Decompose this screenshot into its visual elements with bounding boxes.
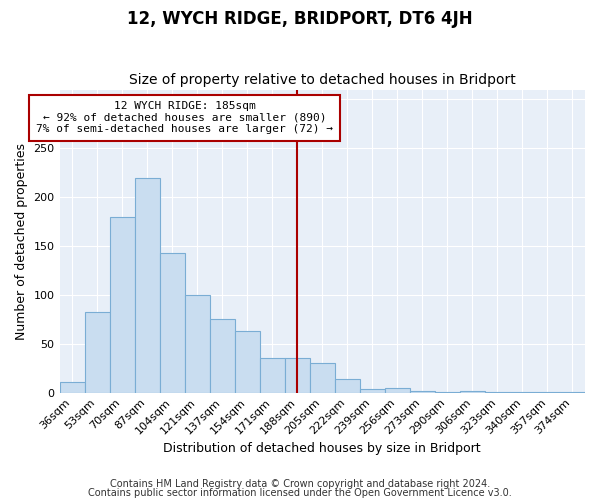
- Bar: [310, 364, 335, 392]
- Bar: [85, 312, 110, 392]
- Text: Contains HM Land Registry data © Crown copyright and database right 2024.: Contains HM Land Registry data © Crown c…: [110, 479, 490, 489]
- Text: Contains public sector information licensed under the Open Government Licence v3: Contains public sector information licen…: [88, 488, 512, 498]
- Bar: [110, 216, 134, 392]
- Bar: [134, 178, 160, 392]
- Title: Size of property relative to detached houses in Bridport: Size of property relative to detached ho…: [129, 73, 515, 87]
- Bar: [260, 358, 285, 392]
- Bar: [460, 390, 485, 392]
- Bar: [360, 388, 385, 392]
- Bar: [160, 253, 185, 392]
- Bar: [410, 390, 435, 392]
- Bar: [335, 379, 360, 392]
- Text: 12, WYCH RIDGE, BRIDPORT, DT6 4JH: 12, WYCH RIDGE, BRIDPORT, DT6 4JH: [127, 10, 473, 28]
- Bar: [235, 331, 260, 392]
- Bar: [209, 320, 235, 392]
- Bar: [59, 382, 85, 392]
- Bar: [285, 358, 310, 392]
- Y-axis label: Number of detached properties: Number of detached properties: [15, 142, 28, 340]
- X-axis label: Distribution of detached houses by size in Bridport: Distribution of detached houses by size …: [163, 442, 481, 455]
- Bar: [185, 295, 209, 392]
- Text: 12 WYCH RIDGE: 185sqm
← 92% of detached houses are smaller (890)
7% of semi-deta: 12 WYCH RIDGE: 185sqm ← 92% of detached …: [36, 102, 333, 134]
- Bar: [385, 388, 410, 392]
